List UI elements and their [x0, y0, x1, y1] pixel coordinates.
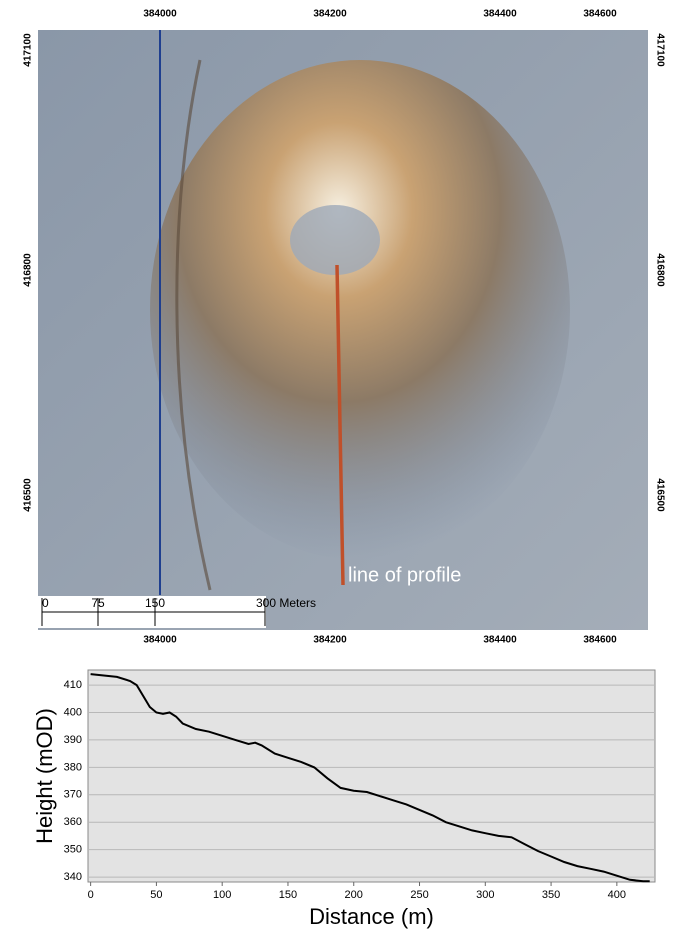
map-top-label: 384400 — [483, 9, 517, 20]
map-right-label: 416800 — [654, 253, 665, 287]
scale-label: 75 — [91, 596, 105, 610]
map-top-label: 384000 — [143, 9, 177, 20]
mound — [150, 60, 570, 560]
y-tick-label: 360 — [64, 816, 82, 828]
scale-label: 150 — [145, 596, 165, 610]
map-left-label: 416800 — [23, 253, 34, 287]
x-tick-label: 100 — [213, 889, 231, 901]
map-bottom-label: 384600 — [583, 635, 617, 646]
figure: line of profile 384000 384200 384400 384600… — [0, 0, 681, 937]
map-right-label: 416500 — [654, 478, 665, 512]
map-left-label: 417100 — [23, 33, 34, 67]
map-bottom-label: 384200 — [313, 635, 347, 646]
x-tick-label: 50 — [150, 889, 162, 901]
annotation: line of profile — [348, 564, 461, 586]
x-tick-label: 150 — [279, 889, 297, 901]
y-tick-label: 350 — [64, 844, 82, 856]
y-tick-label: 390 — [64, 734, 82, 746]
map-bottom-label: 384000 — [143, 635, 177, 646]
summit — [290, 205, 380, 275]
y-tick-label: 340 — [64, 871, 82, 883]
y-tick-label: 400 — [64, 706, 82, 718]
scale-label: 300 Meters — [256, 596, 316, 610]
x-tick-label: 300 — [476, 889, 494, 901]
map-top-label: 384200 — [313, 9, 347, 20]
map-right-label: 417100 — [654, 33, 665, 67]
map-top-label: 384600 — [583, 9, 617, 20]
x-tick-label: 350 — [542, 889, 560, 901]
y-tick-label: 380 — [64, 761, 82, 773]
plot-area — [88, 670, 655, 882]
scale-label: 0 — [42, 596, 49, 610]
x-tick-label: 400 — [608, 889, 626, 901]
x-axis-title: Distance (m) — [309, 904, 434, 929]
x-tick-label: 0 — [88, 889, 94, 901]
map: line of profile — [38, 30, 648, 630]
x-tick-label: 200 — [345, 889, 363, 901]
map-left-label: 416500 — [23, 478, 34, 512]
y-axis-title: Height (mOD) — [32, 708, 57, 844]
x-tick-label: 250 — [410, 889, 428, 901]
y-tick-label: 370 — [64, 789, 82, 801]
map-bottom-label: 384400 — [483, 635, 517, 646]
y-tick-label: 410 — [64, 679, 82, 691]
